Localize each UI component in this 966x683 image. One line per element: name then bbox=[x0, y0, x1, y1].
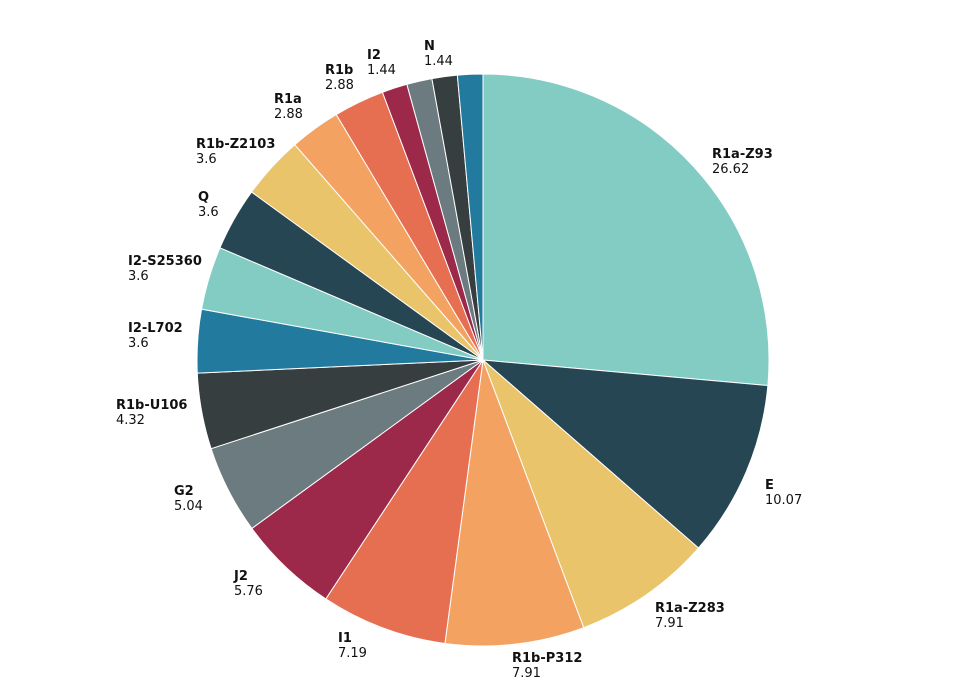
slice-label-name: N bbox=[424, 39, 435, 54]
slice-label-name: E bbox=[765, 478, 774, 493]
slice-label-value: 1.44 bbox=[424, 54, 453, 69]
slice-label-name: R1b-P312 bbox=[512, 651, 582, 666]
pie-slice-r1a-z93 bbox=[482, 73, 770, 387]
slice-label-n: N1.44 bbox=[424, 39, 453, 69]
slice-label-value: 10.07 bbox=[765, 493, 802, 508]
slice-label-name: R1b bbox=[325, 63, 353, 78]
slice-label-i2: I21.44 bbox=[367, 48, 396, 78]
slice-label-g2: G25.04 bbox=[174, 484, 203, 514]
slice-label-i1: I17.19 bbox=[338, 631, 367, 661]
slice-label-value: 5.04 bbox=[174, 499, 203, 514]
pie-labels: R1a-Z9326.62E10.07R1a-Z2837.91R1b-P3127.… bbox=[116, 39, 802, 681]
slice-label-name: J2 bbox=[233, 569, 248, 584]
pie-slice-i1 bbox=[325, 359, 484, 645]
slice-label-name: I2-L702 bbox=[128, 321, 183, 336]
slice-label-value: 2.88 bbox=[325, 78, 354, 93]
slice-label-value: 26.62 bbox=[712, 162, 749, 177]
slice-label-name: R1a-Z93 bbox=[712, 147, 773, 162]
pie-slice-r1a-z283 bbox=[482, 359, 700, 629]
slice-label-name: I1 bbox=[338, 631, 352, 646]
slice-label-name: R1b-U106 bbox=[116, 398, 187, 413]
pie-slice-r1b-p312 bbox=[444, 359, 585, 647]
slice-label-value: 7.19 bbox=[338, 646, 367, 661]
slice-label-value: 4.32 bbox=[116, 413, 145, 428]
slice-label-value: 7.91 bbox=[655, 616, 684, 631]
slice-label-name: I2-S25360 bbox=[128, 254, 202, 269]
slice-label-value: 3.6 bbox=[198, 205, 219, 220]
slice-label-j2: J25.76 bbox=[233, 569, 263, 599]
slice-label-name: R1a-Z283 bbox=[655, 601, 725, 616]
slice-label-name: R1a bbox=[274, 92, 302, 107]
pie-slice-n bbox=[456, 73, 484, 361]
slice-label-value: 5.76 bbox=[234, 584, 263, 599]
slice-label-name: R1b-Z2103 bbox=[196, 137, 275, 152]
slice-label-value: 3.6 bbox=[128, 336, 149, 351]
slice-label-q: Q3.6 bbox=[198, 190, 219, 220]
slice-label-name: I2 bbox=[367, 48, 381, 63]
slice-label-value: 1.44 bbox=[367, 63, 396, 78]
slice-label-value: 3.6 bbox=[128, 269, 149, 284]
slice-label-e: E10.07 bbox=[765, 478, 802, 508]
slice-label-value: 7.91 bbox=[512, 666, 541, 681]
pie-slice-e bbox=[481, 359, 769, 549]
slice-label-value: 2.88 bbox=[274, 107, 303, 122]
slice-label-name: G2 bbox=[174, 484, 194, 499]
pie-slices bbox=[196, 73, 770, 647]
slice-label-name: Q bbox=[198, 190, 209, 205]
slice-label-value: 3.6 bbox=[196, 152, 217, 167]
